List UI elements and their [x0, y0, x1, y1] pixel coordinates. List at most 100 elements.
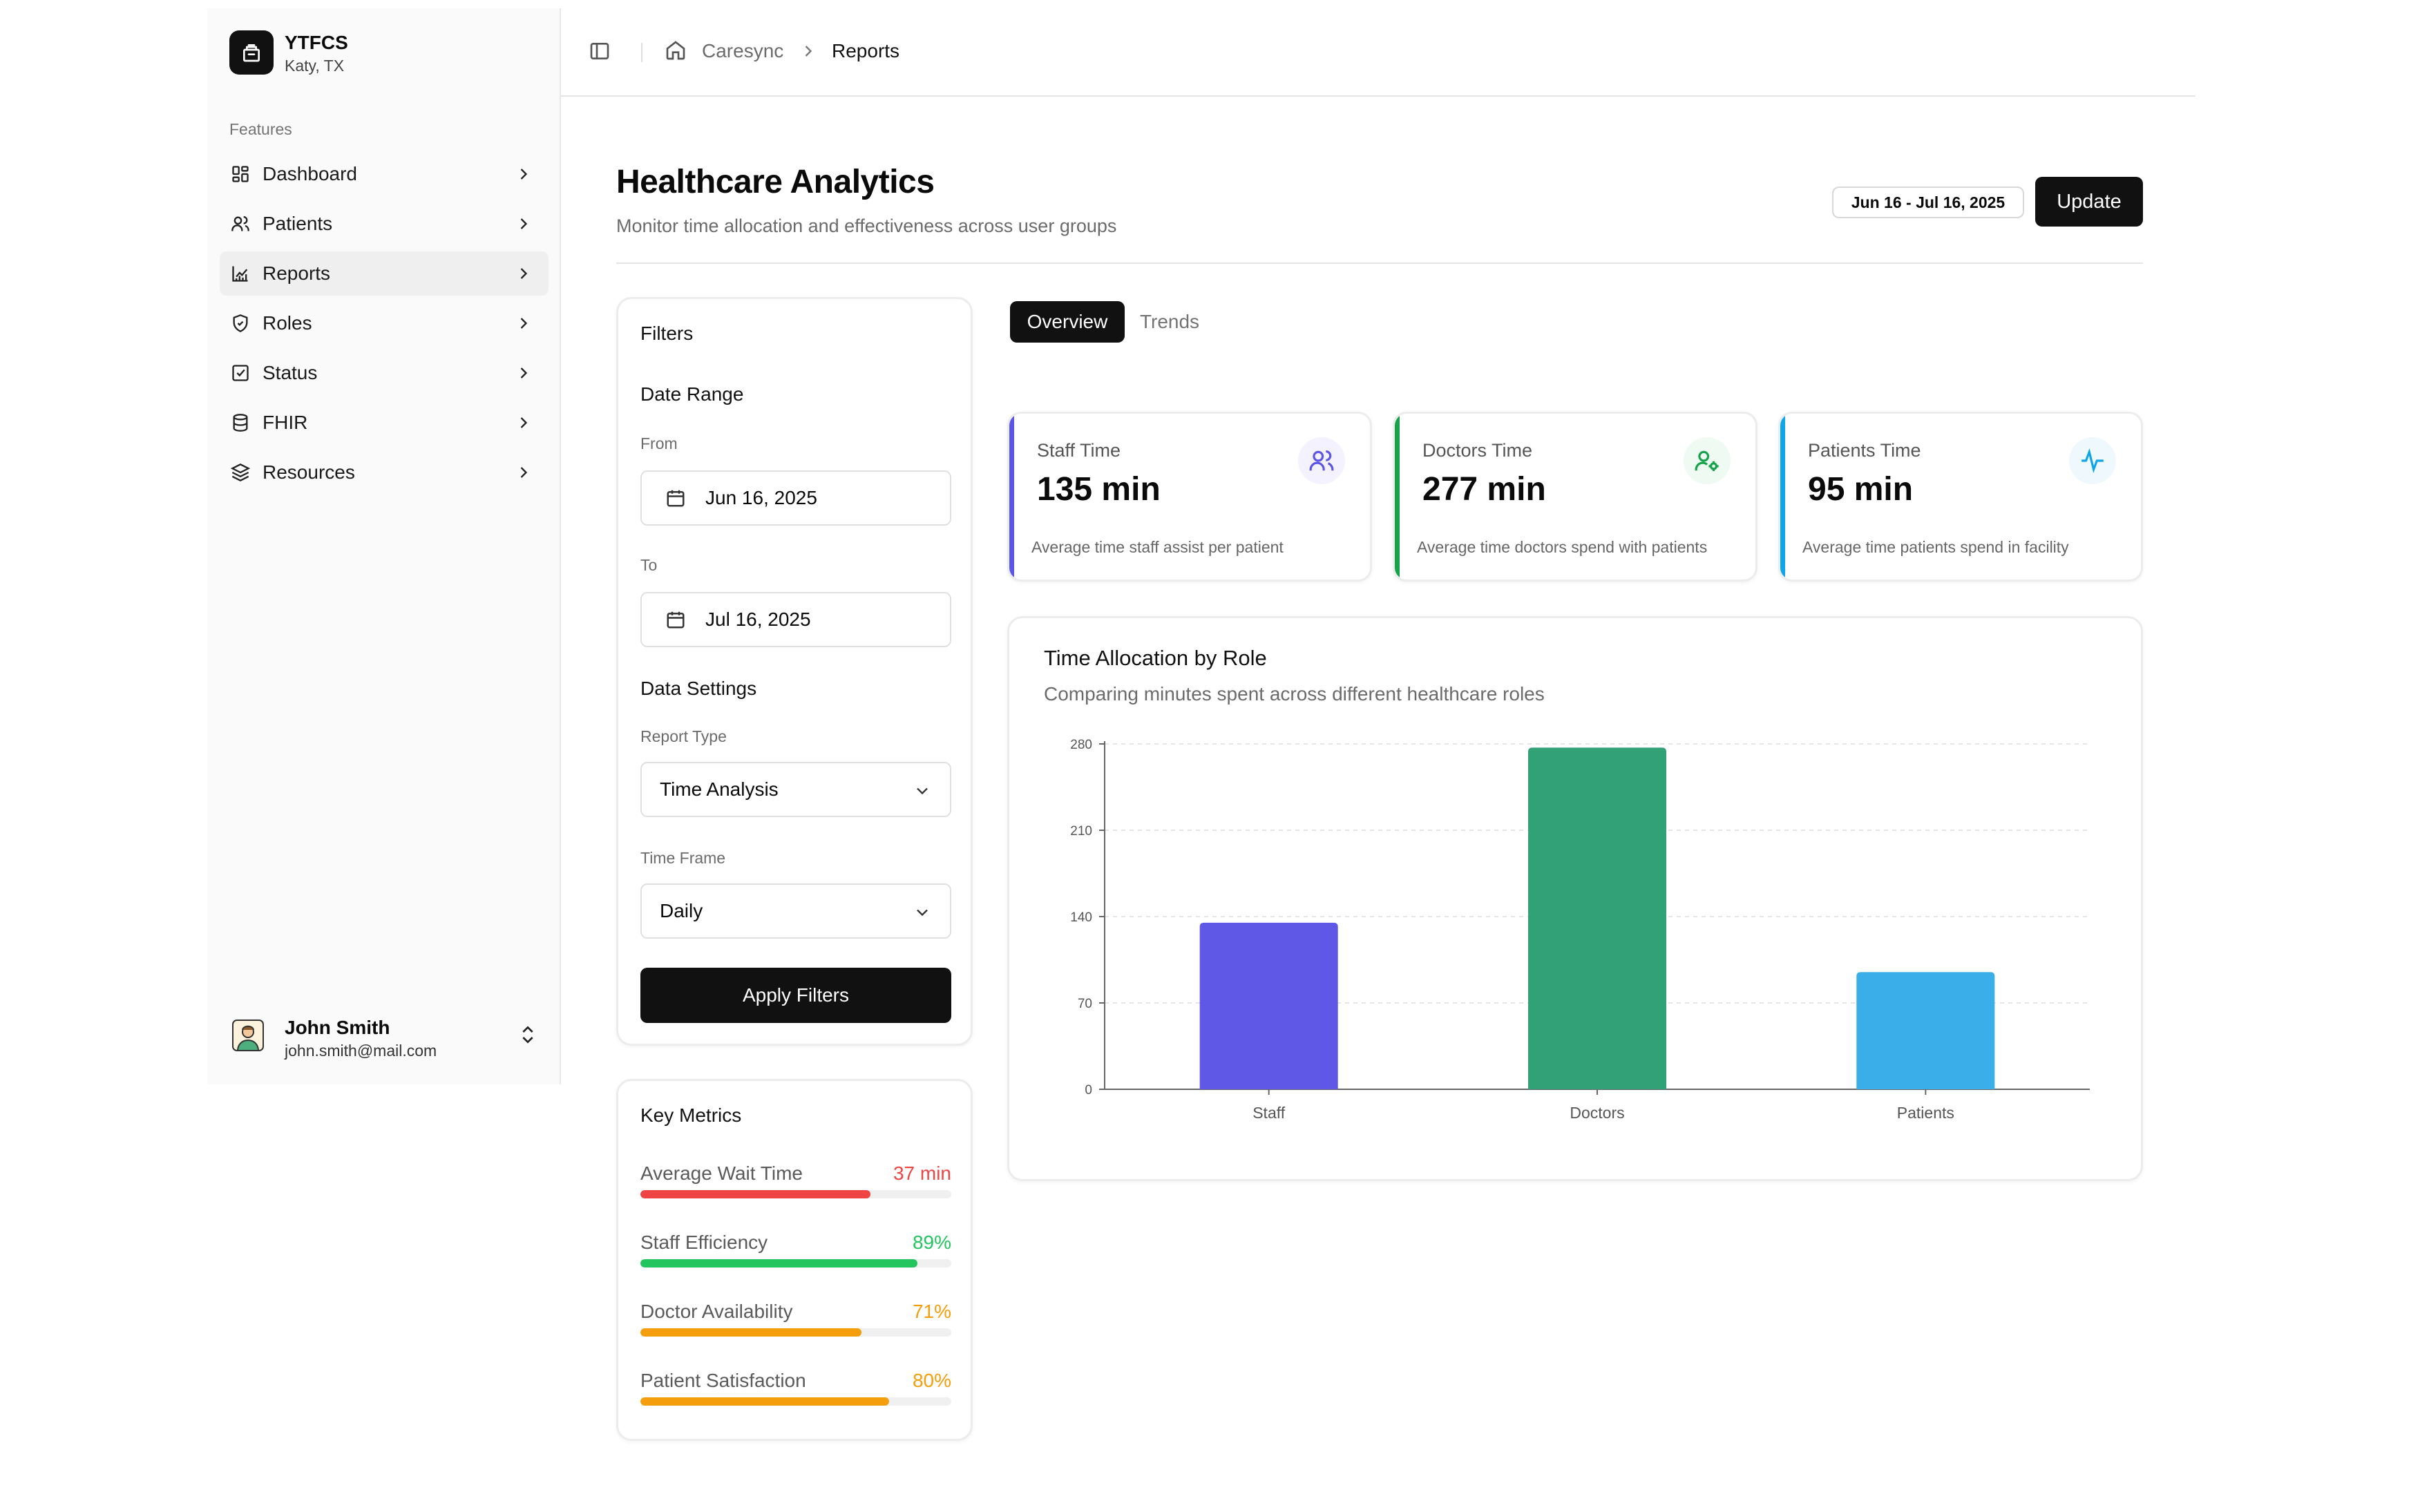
sidebar-item-patients[interactable]: Patients	[220, 202, 549, 246]
users-icon	[229, 213, 251, 235]
stat-value: 277 min	[1422, 471, 1546, 508]
sidebar-item-label: Roles	[263, 312, 312, 334]
date-range-badge[interactable]: Jun 16 - Jul 16, 2025	[1832, 186, 2024, 218]
chart-icon	[229, 262, 251, 285]
home-icon[interactable]	[665, 39, 687, 61]
chart-card: Time Allocation by Role Comparing minute…	[1007, 616, 2143, 1181]
chevron-right-icon	[520, 268, 528, 279]
chevrons-up-down-icon[interactable]	[517, 1022, 539, 1047]
x-tick-label: Patients	[1897, 1104, 1954, 1122]
sidebar-item-reports[interactable]: Reports	[220, 251, 549, 296]
metric-label: Doctor Availability	[640, 1301, 793, 1322]
apply-filters-button[interactable]: Apply Filters	[640, 968, 951, 1023]
bar-patients	[1856, 972, 1995, 1089]
time-frame-value: Daily	[660, 900, 703, 921]
key-metrics-card: Key Metrics Average Wait Time 37 min Sta…	[616, 1079, 973, 1441]
sidebar-item-resources[interactable]: Resources	[220, 450, 549, 495]
users-icon	[1298, 437, 1345, 484]
section-label: Features	[229, 120, 292, 138]
chevron-right-icon	[520, 318, 528, 329]
stat-description: Average time patients spend in facility	[1802, 538, 2069, 556]
x-tick-label: Staff	[1252, 1104, 1285, 1122]
metric-row: Staff Efficiency 89%	[640, 1232, 951, 1267]
update-button[interactable]: Update	[2035, 177, 2143, 227]
y-tick-label: 0	[1085, 1083, 1092, 1098]
bar-staff	[1199, 922, 1338, 1089]
stat-value: 95 min	[1808, 471, 1914, 508]
card-accent	[1395, 414, 1400, 580]
tab-trends[interactable]: Trends	[1139, 311, 1200, 332]
sidebar-toggle-icon[interactable]	[589, 40, 611, 62]
to-label: To	[640, 556, 658, 574]
progress-fill	[640, 1328, 861, 1337]
sidebar-item-label: Reports	[263, 262, 331, 284]
stat-card-staff: Staff Time 135 min Average time staff as…	[1007, 412, 1372, 582]
report-type-label: Report Type	[640, 727, 727, 745]
time-frame-select[interactable]: Daily	[640, 883, 951, 939]
stat-card-patients: Patients Time 95 min Average time patien…	[1778, 412, 2143, 582]
brand-location: Katy, TX	[285, 57, 345, 75]
stat-label: Patients Time	[1808, 440, 1921, 461]
from-date-field[interactable]: Jun 16, 2025	[640, 470, 951, 526]
bar-chart: 0 70 140 210 280 Staff Doctors Patients	[1070, 738, 2090, 1122]
breadcrumb-root[interactable]: Caresync	[702, 40, 784, 61]
sidebar-item-dashboard[interactable]: Dashboard	[220, 152, 549, 196]
metric-value: 80%	[912, 1370, 951, 1391]
chart-subtitle: Comparing minutes spent across different…	[1044, 683, 1545, 705]
to-date-field[interactable]: Jul 16, 2025	[640, 592, 951, 647]
page-subtitle: Monitor time allocation and effectivenes…	[616, 216, 1117, 236]
breadcrumb-current: Reports	[832, 40, 900, 61]
user-email: john.smith@mail.com	[285, 1042, 437, 1060]
sidebar-item-fhir[interactable]: FHIR	[220, 401, 549, 445]
metric-label: Staff Efficiency	[640, 1232, 768, 1253]
metric-row: Average Wait Time 37 min	[640, 1162, 951, 1198]
filters-card: Filters Date Range From Jun 16, 2025 To …	[616, 297, 973, 1046]
activity-icon	[2069, 437, 2116, 484]
sidebar: YTFCS Katy, TX Features Dashboard Patien…	[207, 8, 561, 1084]
bar-doctors	[1528, 747, 1666, 1089]
progress-fill	[640, 1259, 917, 1267]
metric-label: Average Wait Time	[640, 1162, 803, 1184]
stat-card-doctors: Doctors Time 277 min Average time doctor…	[1393, 412, 1757, 582]
page-title: Healthcare Analytics	[616, 164, 935, 200]
chevron-down-icon	[917, 909, 928, 917]
sidebar-item-status[interactable]: Status	[220, 351, 549, 395]
from-date-value: Jun 16, 2025	[705, 487, 817, 508]
user-name: John Smith	[285, 1017, 390, 1038]
stat-label: Staff Time	[1037, 440, 1121, 461]
tab-overview[interactable]: Overview	[1010, 301, 1125, 343]
date-range-heading: Date Range	[640, 383, 744, 405]
filters-title: Filters	[640, 323, 694, 344]
from-label: From	[640, 434, 678, 452]
sidebar-item-label: FHIR	[263, 412, 308, 433]
metric-row: Doctor Availability 71%	[640, 1301, 951, 1337]
checkbox-icon	[229, 362, 251, 384]
progress-fill	[640, 1190, 870, 1198]
data-settings-heading: Data Settings	[640, 678, 757, 699]
sidebar-item-roles[interactable]: Roles	[220, 301, 549, 345]
shield-icon	[229, 312, 251, 334]
metric-value: 89%	[912, 1232, 951, 1253]
report-type-select[interactable]: Time Analysis	[640, 762, 951, 817]
brand-logo[interactable]	[229, 30, 274, 75]
topbar: Caresync Reports	[561, 8, 2195, 97]
card-accent	[1780, 414, 1785, 580]
sidebar-item-label: Dashboard	[263, 163, 357, 184]
divider	[616, 262, 2143, 264]
y-tick-label: 280	[1070, 738, 1092, 752]
y-tick-label: 140	[1070, 910, 1092, 925]
y-tick-label: 210	[1070, 824, 1092, 839]
chevron-down-icon	[917, 787, 928, 795]
metric-row: Patient Satisfaction 80%	[640, 1370, 951, 1406]
calendar-icon	[667, 611, 685, 629]
layers-icon	[229, 461, 251, 484]
progress-track	[640, 1397, 951, 1406]
x-tick-label: Doctors	[1570, 1104, 1624, 1122]
key-metrics-title: Key Metrics	[640, 1104, 742, 1126]
avatar[interactable]	[232, 1020, 264, 1051]
stat-description: Average time staff assist per patient	[1031, 538, 1284, 556]
progress-track	[640, 1259, 951, 1267]
chart-title: Time Allocation by Role	[1044, 646, 1267, 670]
progress-track	[640, 1190, 951, 1198]
box-icon	[243, 44, 260, 62]
